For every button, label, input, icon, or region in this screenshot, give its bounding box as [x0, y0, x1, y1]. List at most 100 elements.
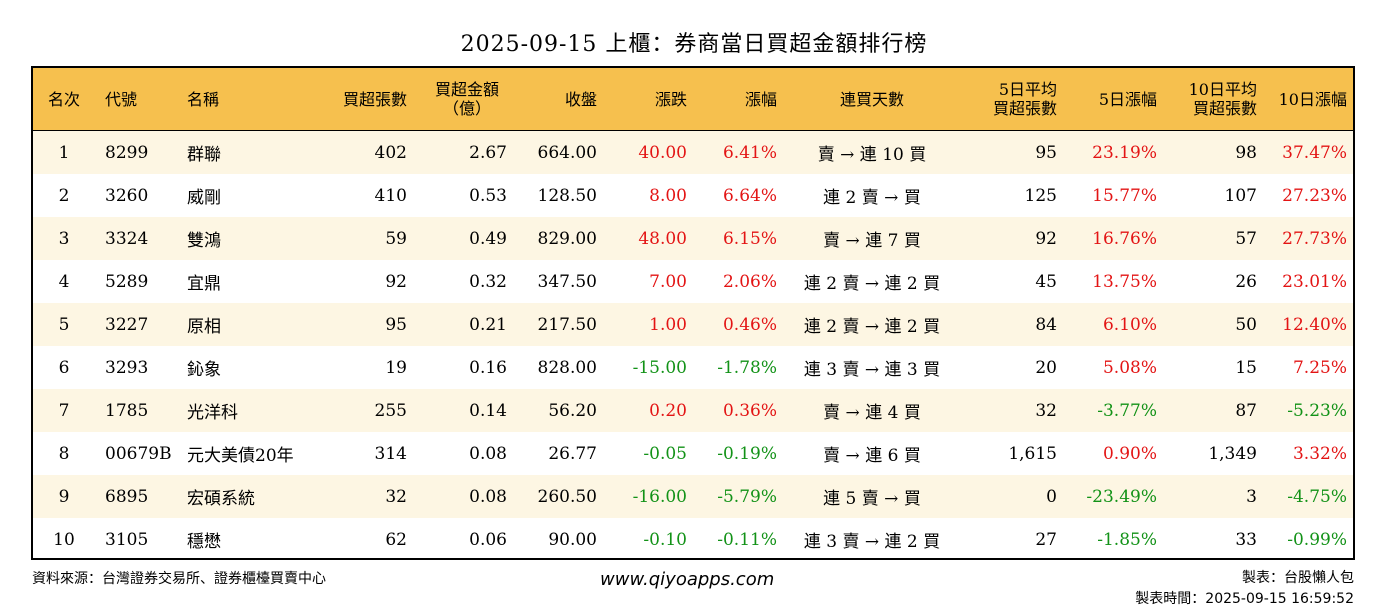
cell-buy-lots: 92 — [317, 260, 417, 303]
cell-change-pct: -1.78% — [697, 346, 787, 389]
cell-pct10: -5.23% — [1267, 389, 1353, 432]
page-title: 2025-09-15 上櫃：券商當日買超金額排行榜 — [460, 32, 928, 57]
cell-change: 48.00 — [607, 217, 697, 260]
cell-avg10: 33 — [1167, 518, 1267, 558]
cell-streak: 連 2 賣 → 買 — [787, 174, 957, 217]
cell-change-pct: 2.06% — [697, 260, 787, 303]
header-buy-lots: 買超張數 — [317, 68, 417, 131]
header-avg5-line2: 買超張數 — [992, 99, 1057, 118]
cell-avg5: 0 — [957, 475, 1067, 518]
cell-code: 3324 — [95, 217, 177, 260]
table-row: 8 00679B 元大美債20年 314 0.08 26.77 -0.05 -0… — [33, 432, 1353, 475]
table-header-row: 名次 代號 名稱 買超張數 買超金額 （億） 收盤 漲跌 漲幅 連買天數 5日平… — [33, 68, 1353, 131]
cell-pct10: 12.40% — [1267, 303, 1353, 346]
cell-avg5: 125 — [957, 174, 1067, 217]
cell-avg10: 50 — [1167, 303, 1267, 346]
cell-change-pct: -0.19% — [697, 432, 787, 475]
cell-buy-amount: 0.08 — [417, 432, 517, 475]
cell-pct5: 13.75% — [1067, 260, 1167, 303]
cell-pct10: 27.73% — [1267, 217, 1353, 260]
cell-name: 光洋科 — [177, 389, 317, 432]
table-row: 10 3105 穩懋 62 0.06 90.00 -0.10 -0.11% 連 … — [33, 518, 1353, 558]
cell-name: 穩懋 — [177, 518, 317, 558]
cell-pct10: 27.23% — [1267, 174, 1353, 217]
cell-rank: 5 — [33, 303, 95, 346]
cell-pct5: -23.49% — [1067, 475, 1167, 518]
header-code: 代號 — [95, 68, 177, 131]
cell-rank: 9 — [33, 475, 95, 518]
cell-change-pct: 0.36% — [697, 389, 787, 432]
cell-avg10: 1,349 — [1167, 432, 1267, 475]
cell-avg5: 92 — [957, 217, 1067, 260]
header-avg10: 10日平均 買超張數 — [1167, 68, 1267, 131]
cell-rank: 3 — [33, 217, 95, 260]
cell-pct10: -0.99% — [1267, 518, 1353, 558]
cell-close: 828.00 — [517, 346, 607, 389]
cell-name: 原相 — [177, 303, 317, 346]
cell-streak: 賣 → 連 7 買 — [787, 217, 957, 260]
table-row: 1 8299 群聯 402 2.67 664.00 40.00 6.41% 賣 … — [33, 130, 1353, 174]
cell-buy-lots: 19 — [317, 346, 417, 389]
table-row: 4 5289 宜鼎 92 0.32 347.50 7.00 2.06% 連 2 … — [33, 260, 1353, 303]
cell-name: 元大美債20年 — [177, 432, 317, 475]
cell-buy-lots: 59 — [317, 217, 417, 260]
cell-buy-lots: 402 — [317, 130, 417, 174]
cell-pct5: 15.77% — [1067, 174, 1167, 217]
cell-buy-lots: 62 — [317, 518, 417, 558]
cell-buy-amount: 0.32 — [417, 260, 517, 303]
cell-streak: 賣 → 連 10 買 — [787, 130, 957, 174]
header-avg10-line1: 10日平均 — [1188, 80, 1257, 99]
cell-avg10: 3 — [1167, 475, 1267, 518]
cell-pct10: -4.75% — [1267, 475, 1353, 518]
cell-code: 5289 — [95, 260, 177, 303]
header-buy-amount-line1: 買超金額 — [434, 80, 499, 99]
cell-pct5: 5.08% — [1067, 346, 1167, 389]
data-source-note: 資料來源：台灣證券交易所、證券櫃檯買賣中心 — [32, 571, 326, 587]
made-at-timestamp: 製表時間：2025-09-15 16:59:52 — [1135, 591, 1354, 607]
cell-streak: 連 3 賣 → 連 2 買 — [787, 518, 957, 558]
cell-buy-amount: 0.06 — [417, 518, 517, 558]
cell-pct5: 23.19% — [1067, 130, 1167, 174]
cell-close: 347.50 — [517, 260, 607, 303]
cell-name: 雙鴻 — [177, 217, 317, 260]
cell-change-pct: -0.11% — [697, 518, 787, 558]
author-block: 製表：台股懶人包 製表時間：2025-09-15 16:59:52 — [1135, 568, 1354, 610]
cell-buy-amount: 0.49 — [417, 217, 517, 260]
cell-pct10: 3.32% — [1267, 432, 1353, 475]
cell-rank: 6 — [33, 346, 95, 389]
cell-close: 26.77 — [517, 432, 607, 475]
cell-buy-lots: 410 — [317, 174, 417, 217]
cell-avg5: 84 — [957, 303, 1067, 346]
cell-name: 鈊象 — [177, 346, 317, 389]
cell-code: 3293 — [95, 346, 177, 389]
website-link[interactable]: www.qiyoapps.com — [600, 569, 775, 590]
table-row: 7 1785 光洋科 255 0.14 56.20 0.20 0.36% 賣 →… — [33, 389, 1353, 432]
cell-buy-lots: 32 — [317, 475, 417, 518]
cell-buy-lots: 314 — [317, 432, 417, 475]
cell-name: 宏碩系統 — [177, 475, 317, 518]
cell-change: 0.20 — [607, 389, 697, 432]
cell-avg10: 15 — [1167, 346, 1267, 389]
cell-change-pct: 6.15% — [697, 217, 787, 260]
ranking-table-frame: 名次 代號 名稱 買超張數 買超金額 （億） 收盤 漲跌 漲幅 連買天數 5日平… — [31, 66, 1355, 560]
cell-pct10: 7.25% — [1267, 346, 1353, 389]
header-name: 名稱 — [177, 68, 317, 131]
cell-change-pct: -5.79% — [697, 475, 787, 518]
header-avg10-line2: 買超張數 — [1192, 99, 1257, 118]
header-pct5: 5日漲幅 — [1067, 68, 1167, 131]
cell-code: 3105 — [95, 518, 177, 558]
header-pct10: 10日漲幅 — [1267, 68, 1353, 131]
cell-code: 8299 — [95, 130, 177, 174]
cell-avg10: 57 — [1167, 217, 1267, 260]
cell-code: 3260 — [95, 174, 177, 217]
cell-buy-lots: 95 — [317, 303, 417, 346]
cell-buy-amount: 2.67 — [417, 130, 517, 174]
table-row: 2 3260 威剛 410 0.53 128.50 8.00 6.64% 連 2… — [33, 174, 1353, 217]
cell-avg5: 20 — [957, 346, 1067, 389]
cell-change: -16.00 — [607, 475, 697, 518]
cell-name: 宜鼎 — [177, 260, 317, 303]
cell-rank: 1 — [33, 130, 95, 174]
cell-close: 128.50 — [517, 174, 607, 217]
cell-streak: 連 5 賣 → 買 — [787, 475, 957, 518]
cell-streak: 賣 → 連 4 買 — [787, 389, 957, 432]
